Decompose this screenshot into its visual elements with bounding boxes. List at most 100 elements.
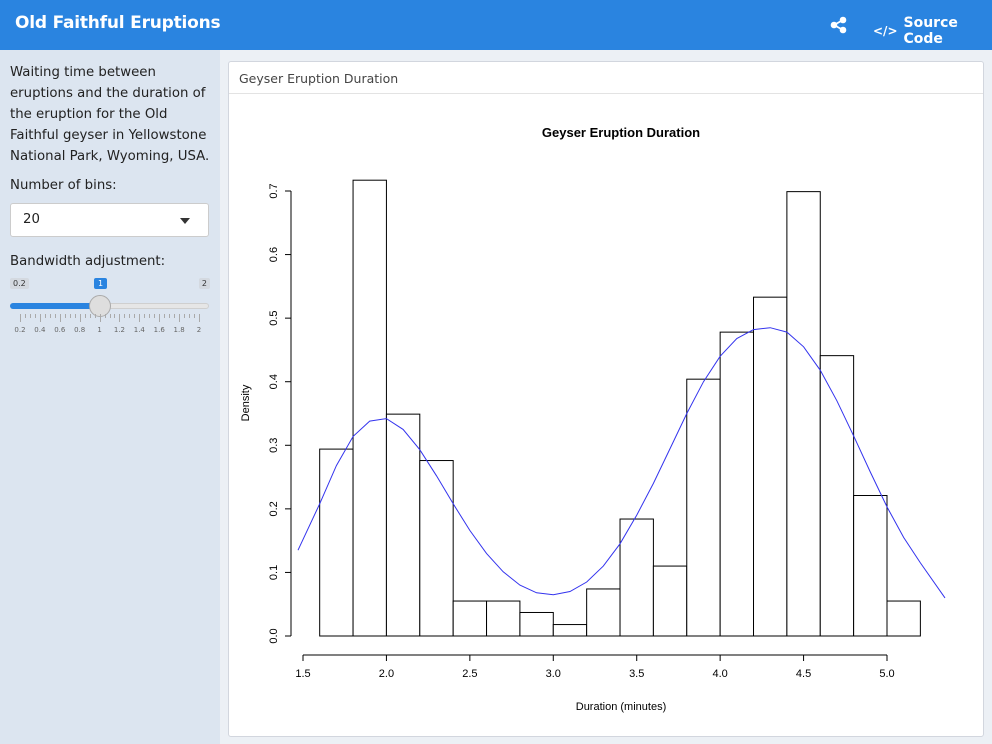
- slider-tick: [64, 314, 66, 318]
- top-navbar: Old Faithful Eruptions </> Source Code: [0, 0, 992, 50]
- slider-tick: [49, 314, 51, 318]
- x-tick-label: 3.0: [546, 668, 561, 680]
- slider-tick-label: 1.8: [173, 326, 185, 334]
- x-tick-label: 3.5: [629, 668, 644, 680]
- slider-tick: [44, 314, 46, 318]
- slider-tick-label: 0.4: [34, 326, 46, 334]
- slider-tick: [199, 314, 200, 322]
- x-tick-label: 1.5: [295, 668, 310, 680]
- sidebar: Waiting time between eruptions and the d…: [0, 50, 220, 744]
- slider-value-label: 1: [94, 278, 108, 289]
- slider-tick-label: 1.2: [113, 326, 126, 334]
- slider-tick: [139, 314, 141, 322]
- slider-tick: [129, 314, 131, 318]
- slider-tick: [174, 314, 176, 318]
- slider-tick: [194, 314, 196, 318]
- slider-tick: [144, 314, 146, 318]
- slider-tick-label: 1.6: [153, 326, 165, 334]
- source-code-button[interactable]: </> Source Code: [873, 15, 992, 47]
- slider-tick: [109, 314, 111, 318]
- slider-tick: [69, 314, 71, 318]
- histogram-bar: [486, 600, 521, 637]
- slider-tick: [134, 314, 136, 318]
- bins-select[interactable]: 20: [10, 203, 209, 237]
- bins-label: Number of bins:: [10, 178, 117, 193]
- slider-tick-labels: 0.2 0.4 0.6 0.8 1 1.2 1.4 1.6 1.8 2: [10, 326, 210, 336]
- histogram-bar: [819, 355, 855, 637]
- slider-tick: [74, 314, 76, 318]
- histogram-chart: Geyser Eruption Duration Duration (minut…: [240, 125, 946, 713]
- slider-tick: [99, 314, 101, 322]
- histogram-bar: [686, 378, 721, 637]
- density-curve: [297, 327, 946, 599]
- y-tick-label: 0.3: [268, 438, 280, 453]
- slider-tick: [179, 314, 181, 322]
- histogram-bar: [753, 296, 788, 637]
- box-title: Geyser Eruption Duration: [239, 71, 399, 86]
- slider-min-label: 0.2: [10, 278, 29, 289]
- slider-tick: [24, 314, 26, 318]
- slider-tick-label: 0.6: [54, 326, 66, 334]
- histogram-bar: [719, 331, 755, 637]
- slider-tick: [119, 314, 121, 322]
- x-tick-label: 4.5: [796, 668, 811, 680]
- histogram-bar: [519, 611, 554, 637]
- slider-tick-label: 1.4: [133, 326, 145, 334]
- slider-tick: [54, 314, 56, 318]
- y-tick-label: 0.5: [268, 310, 280, 325]
- x-tick-label: 5.0: [879, 668, 894, 680]
- slider-tick-label: 0.8: [74, 326, 86, 334]
- slider-tick: [124, 314, 126, 318]
- histogram-bar: [385, 413, 421, 637]
- slider-fill: [10, 303, 100, 309]
- chart-title: Geyser Eruption Duration: [542, 125, 700, 140]
- y-axis-label: Density: [240, 384, 252, 421]
- app-title: Old Faithful Eruptions: [15, 13, 221, 33]
- histogram-bars: [319, 179, 921, 637]
- x-tick-label: 2.5: [462, 668, 477, 680]
- histogram-bar: [786, 191, 821, 637]
- slider-tick: [59, 314, 61, 322]
- y-tick-label: 0.4: [268, 374, 280, 389]
- x-tick-label: 2.0: [379, 668, 394, 680]
- slider-tick: [89, 314, 91, 318]
- slider-tick: [34, 314, 36, 318]
- y-tick-label: 0.1: [268, 565, 280, 580]
- histogram-bar: [586, 588, 621, 637]
- slider-tick: [39, 314, 41, 322]
- histogram-bar: [452, 600, 488, 637]
- slider-tick: [149, 314, 151, 318]
- slider-tick: [79, 314, 81, 322]
- bins-select-value: 20: [23, 212, 40, 227]
- app-description: Waiting time between eruptions and the d…: [10, 65, 210, 164]
- histogram-bar: [853, 495, 888, 637]
- histogram-bar: [652, 565, 688, 637]
- y-tick-label: 0.6: [268, 247, 280, 262]
- caret-down-icon: [180, 218, 190, 224]
- slider-tick-label: 0.2: [14, 326, 26, 334]
- slider-tick: [189, 314, 191, 318]
- slider-tick: [159, 314, 161, 322]
- histogram-bar: [352, 179, 387, 637]
- box-header: Geyser Eruption Duration: [229, 62, 983, 94]
- y-tick-label: 0.2: [268, 501, 280, 516]
- histogram-bar: [319, 448, 354, 637]
- slider-tick: [104, 314, 106, 318]
- y-tick-label: 0.0: [268, 628, 280, 643]
- bandwidth-label: Bandwidth adjustment:: [10, 254, 166, 269]
- y-axis: 0.0 0.1 0.2 0.3 0.4 0.5 0.6 0.7: [268, 183, 292, 644]
- source-code-label: Source Code: [903, 15, 958, 47]
- histogram-bar: [886, 600, 921, 637]
- share-button[interactable]: [828, 14, 850, 36]
- slider-tick-label: 1: [97, 326, 102, 334]
- slider-ticks: [10, 314, 210, 322]
- slider-tick: [169, 314, 171, 318]
- slider-tick: [114, 314, 116, 318]
- slider-tick: [164, 314, 166, 318]
- slider-tick: [20, 314, 21, 322]
- slider-tick: [29, 314, 31, 318]
- bandwidth-slider[interactable]: 0.2 1 2 0.2 0.4 0.6 0.8 1 1.2 1.4 1.6 1.8 2: [10, 276, 210, 336]
- slider-tick: [94, 314, 96, 318]
- x-tick-label: 4.0: [712, 668, 727, 680]
- slider-tick: [84, 314, 86, 318]
